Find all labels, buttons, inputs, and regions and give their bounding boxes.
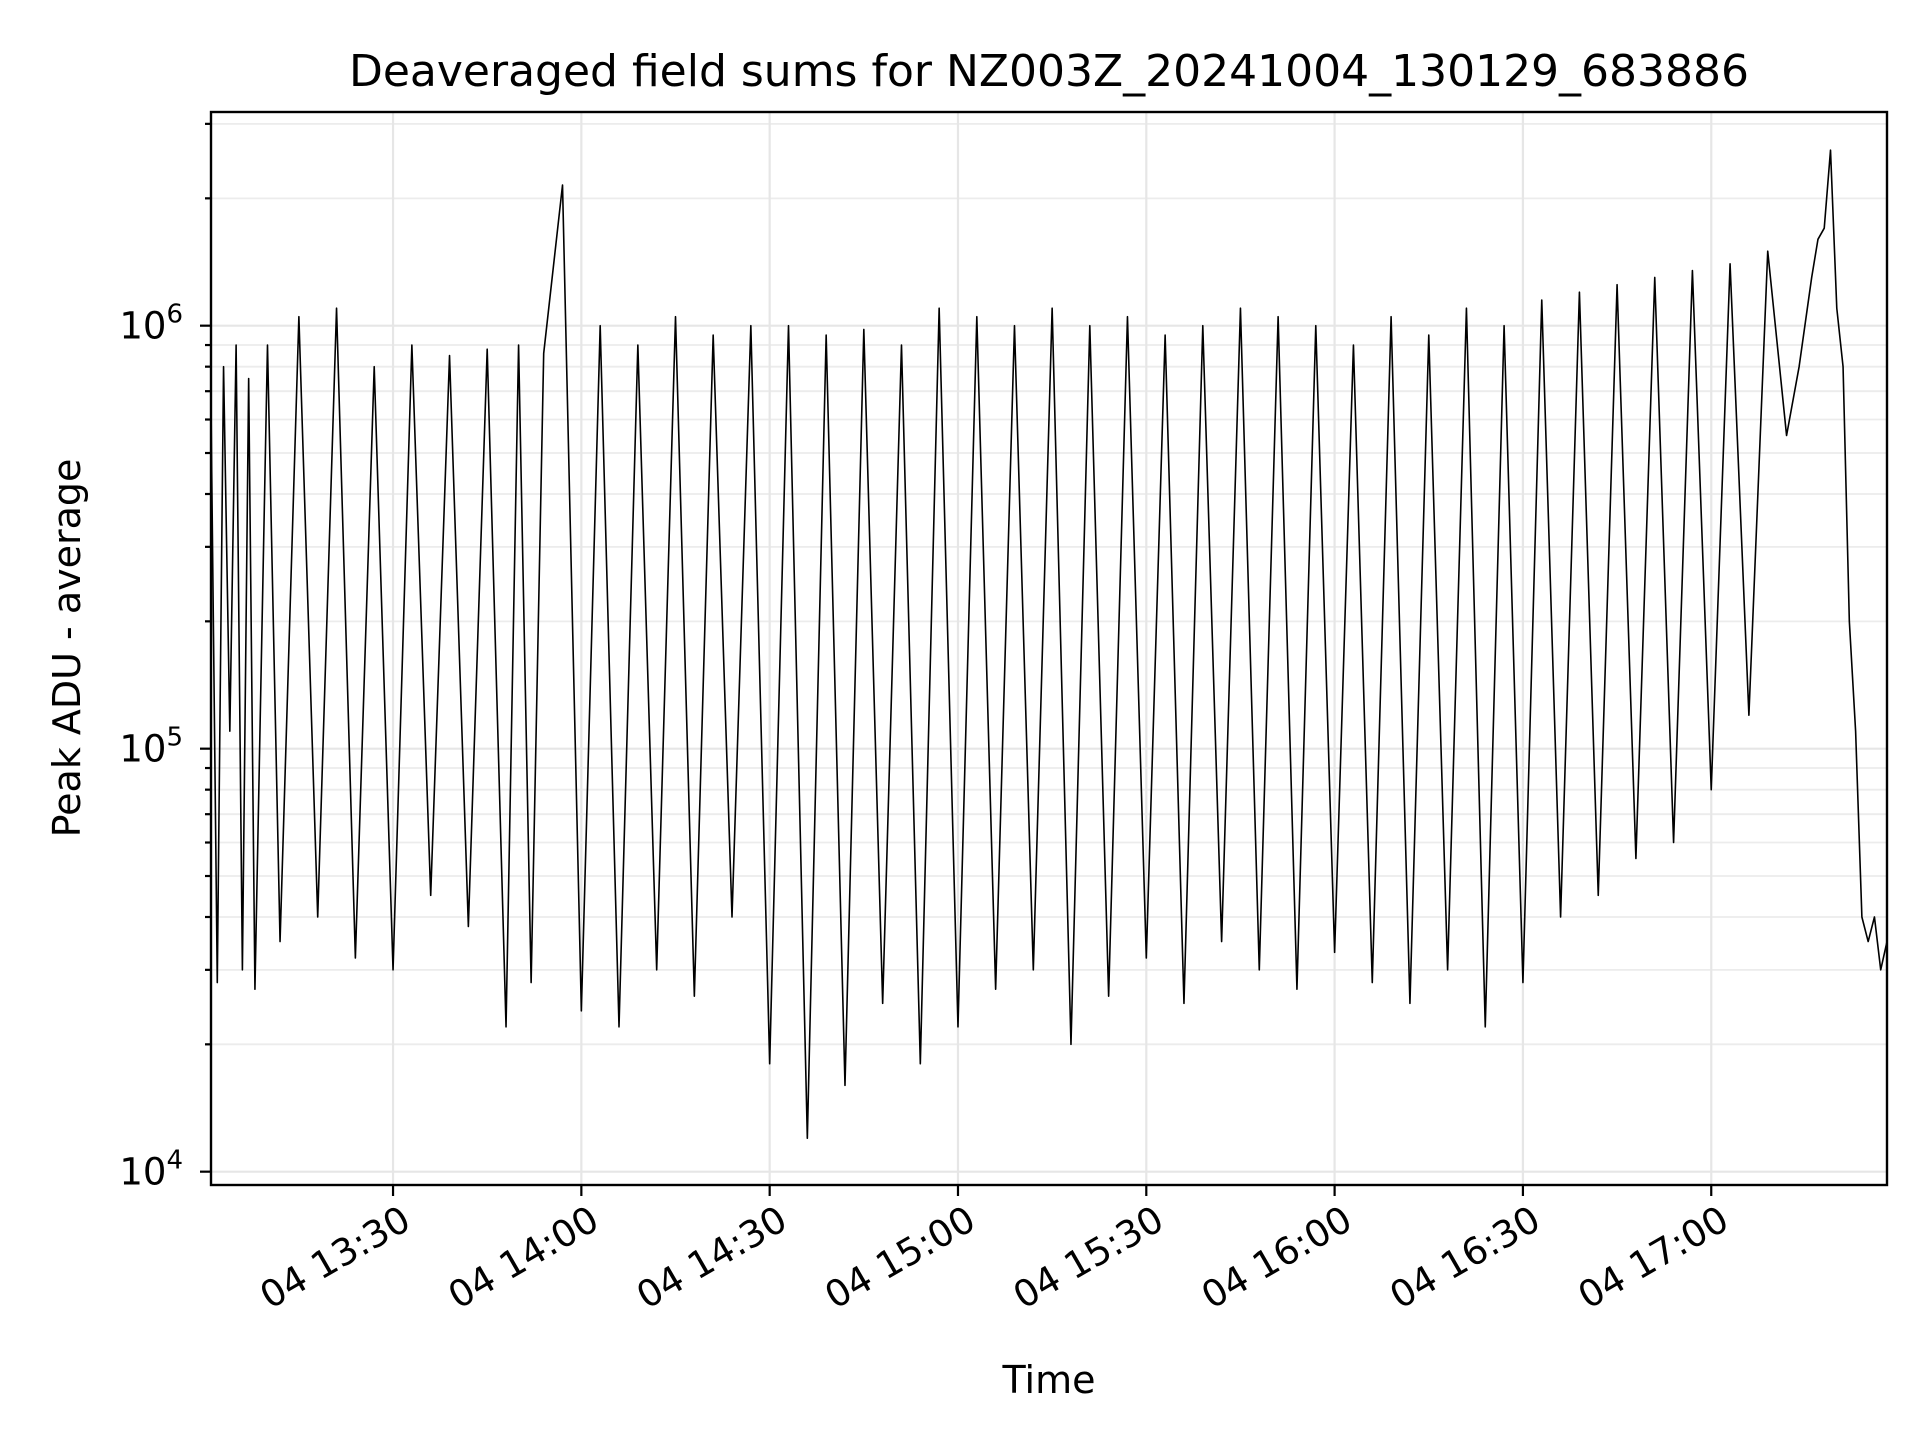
y-tick-label: 106 — [119, 300, 183, 348]
x-tick-label: 04 15:00 — [818, 1198, 983, 1318]
plot-frame — [209, 110, 1889, 1187]
y-tick-label: 105 — [119, 723, 183, 771]
series-line — [210, 149, 1888, 1139]
y-axis-label: Peak ADU - average — [45, 459, 89, 838]
x-tick-label: 04 16:00 — [1194, 1198, 1359, 1318]
grid-lines — [211, 112, 1887, 1185]
x-tick-label: 04 14:30 — [629, 1198, 794, 1318]
chart-title: Deaveraged field sums for NZ003Z_2024100… — [349, 46, 1749, 97]
x-tick-label: 04 15:30 — [1006, 1198, 1171, 1318]
x-tick-label: 04 13:30 — [253, 1198, 418, 1318]
y-tick-label: 104 — [119, 1146, 183, 1194]
x-tick-label: 04 17:00 — [1571, 1198, 1736, 1318]
x-tick-label: 04 16:30 — [1383, 1198, 1548, 1318]
x-axis-label: Time — [1002, 1358, 1096, 1402]
x-tick-label: 04 14:00 — [441, 1198, 606, 1318]
